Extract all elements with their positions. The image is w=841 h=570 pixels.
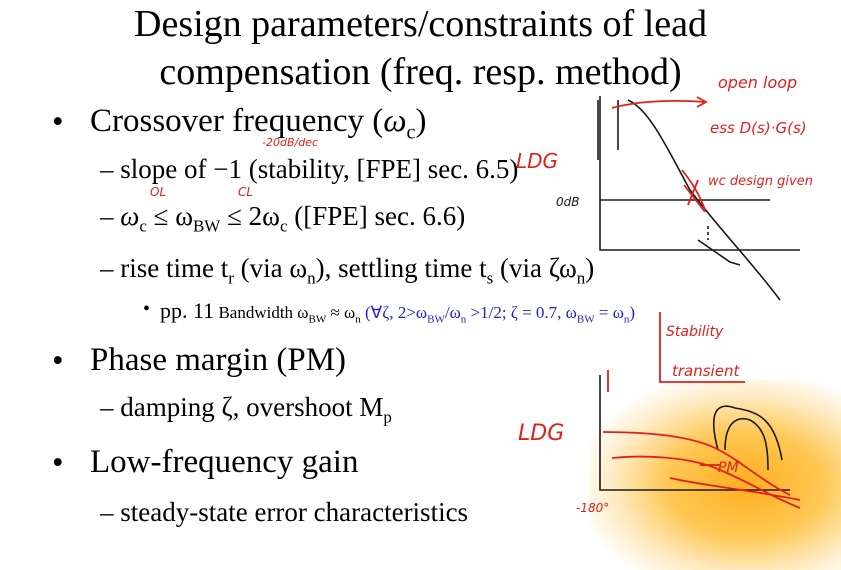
note-stability: Stability bbox=[666, 324, 724, 340]
bullet-crossover-frequency: Crossover frequency (ωc) bbox=[90, 103, 427, 144]
red-arrow-head bbox=[696, 96, 708, 108]
highlighter-glow bbox=[590, 380, 841, 570]
sub-bullet-rise-time: – rise time tr (via ωn), settling time t… bbox=[100, 253, 595, 288]
red-cross bbox=[687, 179, 699, 206]
note-ldg-2: LDG bbox=[518, 421, 564, 446]
bode-sketch bbox=[597, 96, 800, 301]
note-ldg: LDG bbox=[516, 149, 558, 173]
sub-bullet-slope: – slope of −1 (stability, [FPE] sec. 6.5… bbox=[100, 154, 519, 184]
dash: – bbox=[100, 154, 121, 184]
slide-title-line-1: Design parameters/constraints of lead bbox=[134, 3, 707, 45]
sub-bullet-damping: – damping ζ, overshoot Mp bbox=[100, 392, 392, 427]
magnitude-curve bbox=[627, 99, 781, 301]
note-wc-design: wc design given bbox=[708, 174, 813, 189]
slide-title-line-2: compensation (freq. resp. method) bbox=[159, 51, 682, 93]
red-arrow-line bbox=[611, 100, 706, 109]
sub-bullet-bandwidth: – ωc ≤ ωBW ≤ 2ωc ([FPE] sec. 6.6) bbox=[100, 201, 466, 236]
dash: – bbox=[100, 497, 121, 527]
note-ess: ess D(s)·G(s) bbox=[710, 119, 807, 137]
bullet-dot: • bbox=[143, 298, 151, 320]
slide: Design parameters/constraints of lead co… bbox=[52, 3, 841, 570]
red-bracket bbox=[659, 312, 745, 383]
red-cross bbox=[683, 184, 706, 213]
black-handwriting: 0dB bbox=[556, 195, 579, 209]
dash: – bbox=[100, 253, 121, 283]
bullet-dot: • bbox=[52, 104, 64, 140]
note-0db: 0dB bbox=[556, 195, 579, 209]
dash: – bbox=[100, 201, 121, 231]
bullet-low-frequency-gain: Low-frequency gain bbox=[90, 444, 359, 480]
magnitude-curve-2 bbox=[697, 239, 741, 266]
sub-sub-bullet-bandwidth-note: pp. 11 Bandwidth ωBW ≈ ωn (∀ζ, 2>ωBW/ωn … bbox=[160, 298, 636, 326]
bullet-phase-margin: Phase margin (PM) bbox=[90, 342, 347, 378]
red-arrow-line bbox=[681, 169, 706, 211]
bullet-dot: • bbox=[52, 445, 64, 481]
dash: – bbox=[100, 392, 121, 422]
bullet-dot: • bbox=[52, 343, 64, 379]
bode-axes bbox=[599, 96, 800, 251]
note-ol: OL bbox=[150, 185, 166, 199]
note-cl: CL bbox=[238, 185, 253, 199]
note-transient: transient bbox=[672, 362, 740, 380]
sub-bullet-steady-state: – steady-state error characteristics bbox=[100, 497, 469, 527]
